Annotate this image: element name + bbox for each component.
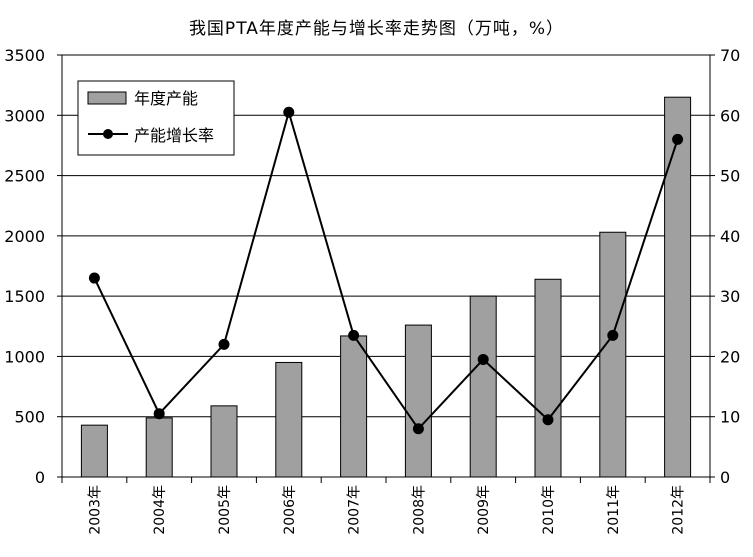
legend-line-label: 产能增长率: [134, 126, 214, 145]
y-right-tick-label: 30: [720, 287, 740, 306]
x-tick-label: 2003年: [87, 485, 103, 535]
legend-bar-label: 年度产能: [134, 89, 198, 108]
growth-point: [542, 414, 554, 426]
bar: [340, 335, 368, 478]
x-tick-label: 2012年: [671, 485, 687, 535]
x-tick-label: 2009年: [476, 485, 492, 535]
y-left-tick-label: 1500: [4, 287, 45, 306]
growth-line: [93, 108, 679, 431]
growth-point: [477, 353, 489, 365]
y-left-tick-label: 0: [35, 468, 45, 487]
x-tick-label: 2005年: [217, 485, 233, 535]
y-left-tick-label: 2500: [4, 167, 45, 186]
y-left-tick-label: 2000: [4, 227, 45, 246]
bar: [404, 324, 432, 478]
y-right-tick-label: 40: [720, 227, 740, 246]
x-tick-label: 2004年: [152, 485, 168, 535]
y-right-tick-label: 50: [720, 167, 740, 186]
chart-title: 我国PTA年度产能与增长率走势图（万吨，%）: [188, 19, 565, 39]
legend-bar-swatch: [87, 91, 127, 105]
y-right-tick-label: 20: [720, 347, 740, 366]
growth-point: [218, 338, 230, 350]
growth-point: [153, 408, 165, 420]
legend: 年度产能 产能增长率: [77, 80, 235, 156]
y-right-tick-label: 10: [720, 408, 740, 427]
bar: [534, 278, 562, 478]
bar: [210, 405, 238, 478]
y-left-tick-label: 500: [14, 408, 45, 427]
y-left-tick-label: 3000: [4, 106, 45, 125]
bar: [469, 295, 497, 478]
growth-point: [672, 133, 684, 145]
x-tick-label: 2007年: [347, 485, 363, 535]
y-left-tick-label: 1000: [4, 347, 45, 366]
bar: [80, 424, 108, 478]
bar: [599, 231, 627, 478]
bar: [145, 417, 173, 478]
growth-point: [348, 329, 360, 341]
x-tick-label: 2011年: [606, 485, 622, 535]
y-left-tick-label: 3500: [4, 46, 45, 65]
y-right-tick-label: 60: [720, 106, 740, 125]
x-tick-label: 2008年: [411, 485, 427, 535]
growth-point: [283, 106, 295, 118]
y-right-tick-label: 0: [720, 468, 730, 487]
legend-line-marker: [103, 129, 113, 139]
growth-point: [88, 272, 100, 284]
y-right-tick-label: 70: [720, 46, 740, 65]
bar: [275, 361, 303, 478]
x-tick-label: 2006年: [282, 485, 298, 535]
growth-point: [412, 423, 424, 435]
x-tick-label: 2010年: [541, 485, 557, 535]
bar: [664, 96, 692, 478]
growth-point: [607, 329, 619, 341]
